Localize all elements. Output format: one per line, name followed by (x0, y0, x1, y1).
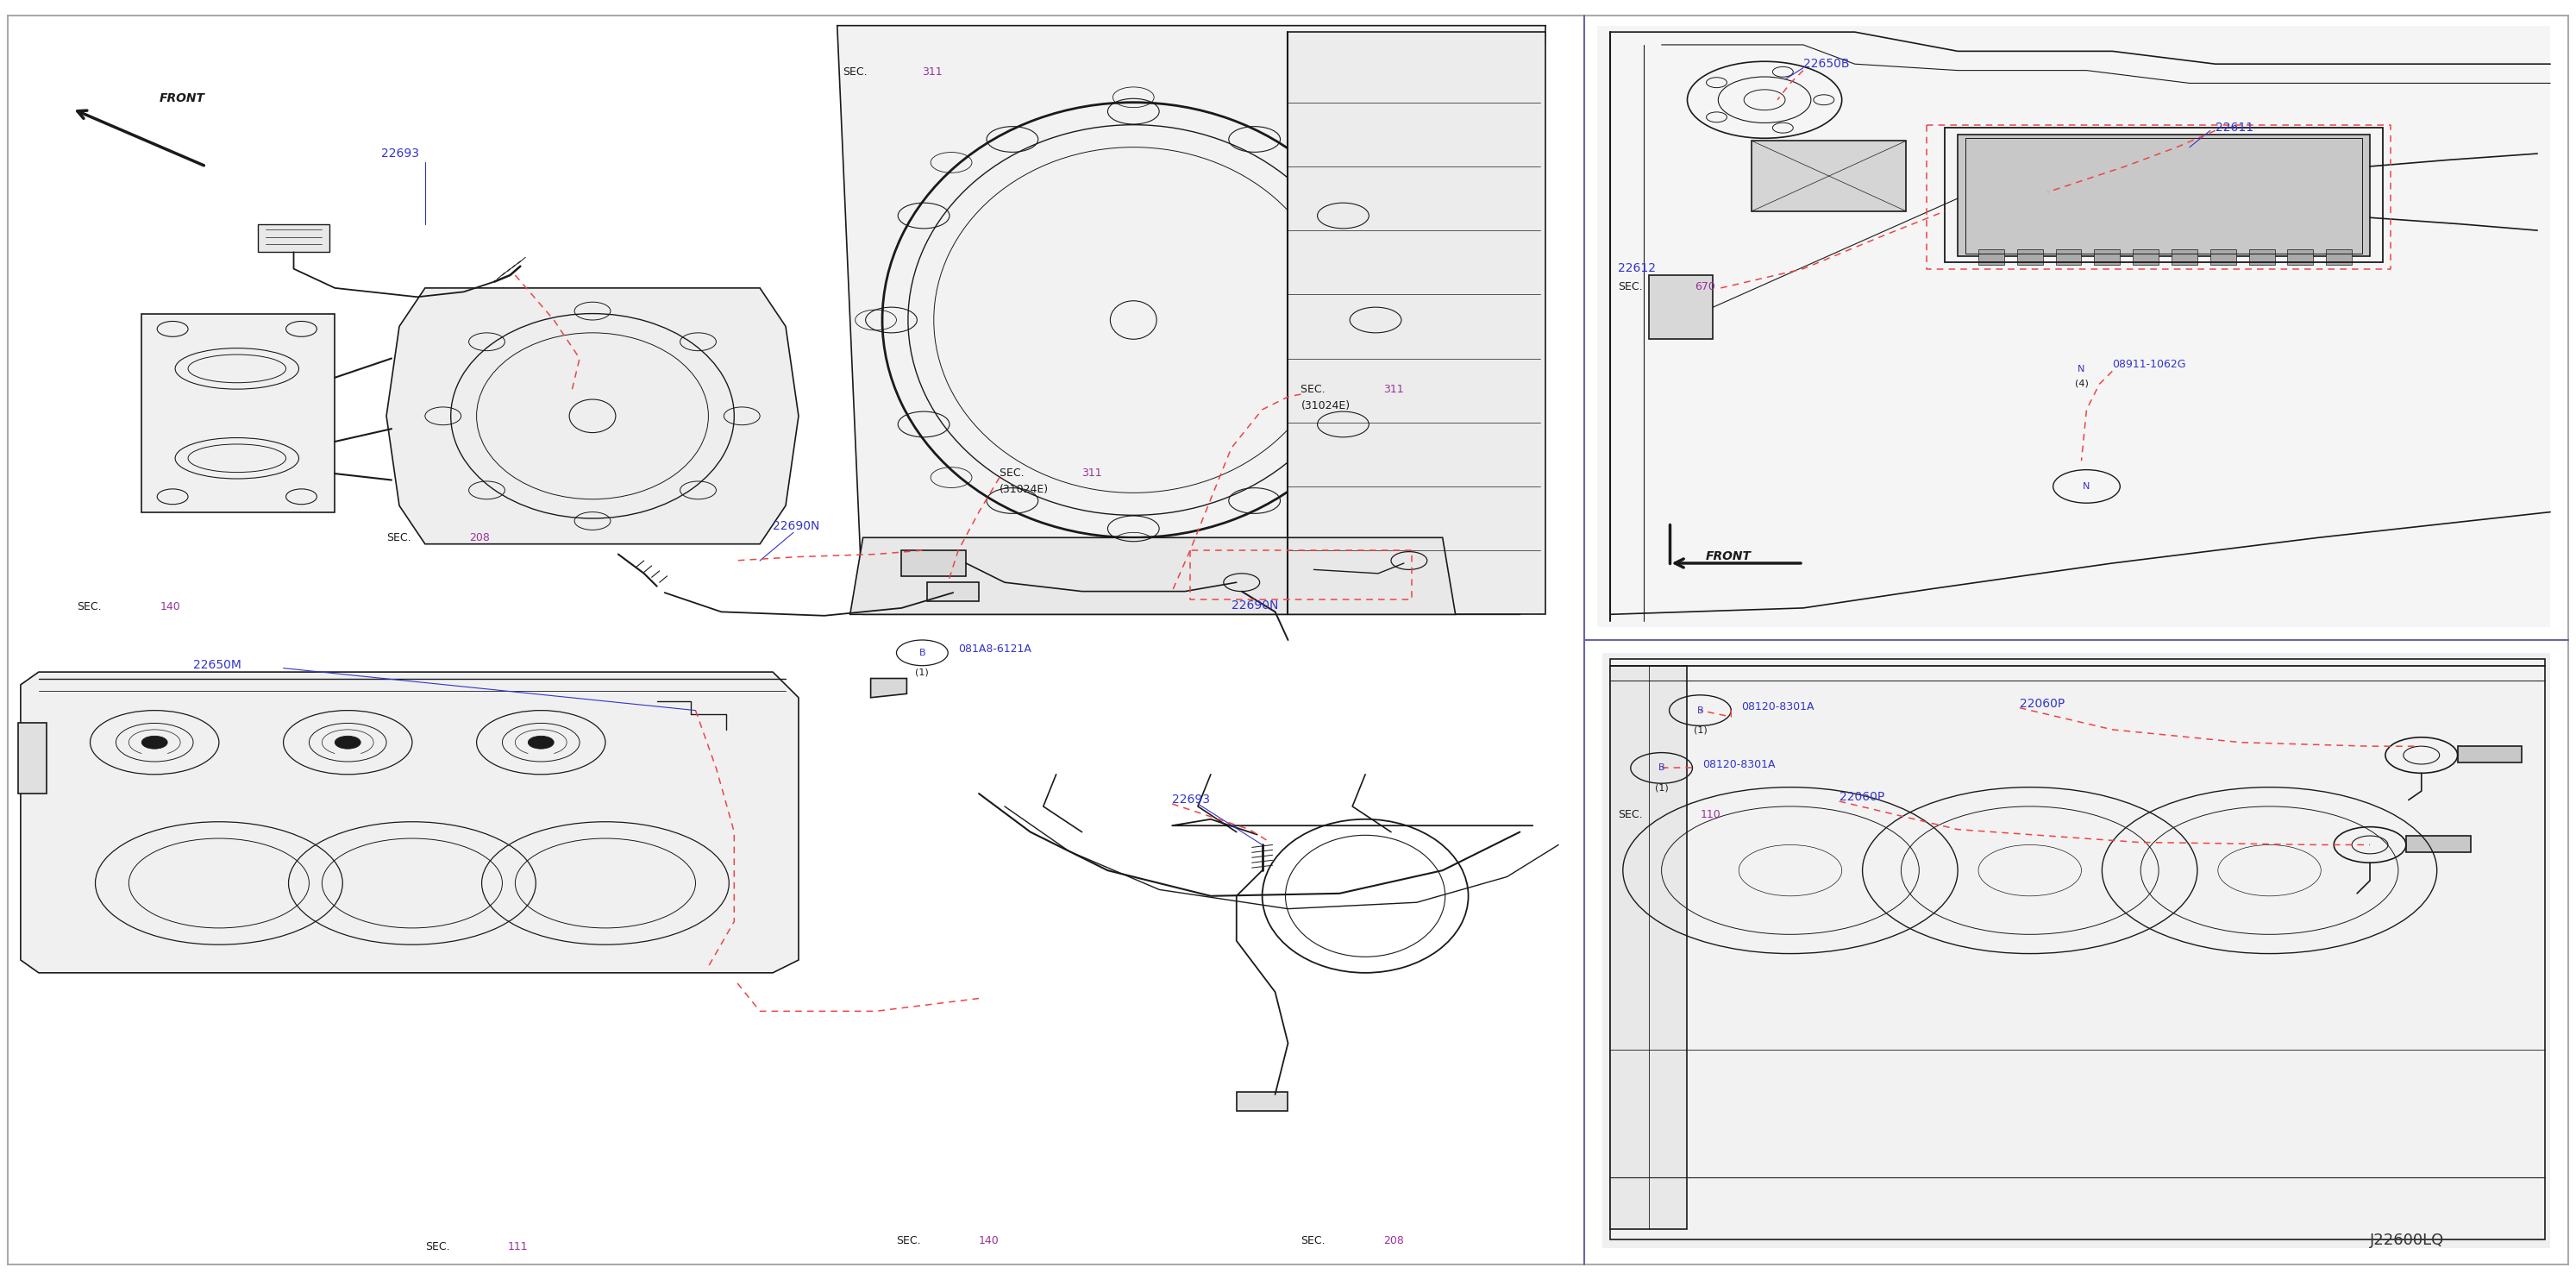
Bar (2094, 250, 2120, 265)
Text: 08120-8301A: 08120-8301A (1703, 759, 1775, 771)
Text: 311: 311 (1082, 467, 1103, 479)
Circle shape (142, 736, 167, 749)
Bar (2287, 250, 2313, 265)
Text: 311: 311 (1383, 384, 1404, 396)
Bar (1965, 138, 2362, 253)
Polygon shape (21, 672, 799, 973)
Bar (2172, 250, 2197, 265)
Text: 140: 140 (979, 1235, 999, 1247)
Text: 08120-8301A: 08120-8301A (1741, 701, 1814, 713)
Text: 22060P: 22060P (1839, 791, 1883, 803)
Text: 110: 110 (1700, 809, 1721, 820)
Bar (1978, 250, 2004, 265)
Text: SEC.: SEC. (77, 602, 103, 613)
Bar (2249, 250, 2275, 265)
Text: N: N (2079, 365, 2084, 374)
Text: SEC.: SEC. (842, 67, 868, 78)
Bar (2406, 836, 2470, 852)
Text: (31024E): (31024E) (1301, 401, 1350, 412)
Text: FRONT: FRONT (160, 92, 206, 104)
Bar (2458, 746, 2522, 763)
Text: 311: 311 (922, 67, 943, 78)
Polygon shape (1602, 653, 2550, 1248)
Bar (927, 582, 979, 602)
Polygon shape (1610, 659, 2545, 1239)
Bar (1945, 128, 2383, 262)
Text: (1): (1) (914, 668, 930, 677)
Polygon shape (1958, 134, 2370, 256)
Text: SEC.: SEC. (1618, 282, 1643, 293)
Text: N: N (2084, 483, 2089, 490)
Text: (4): (4) (2074, 379, 2089, 388)
Text: 670: 670 (1695, 282, 1716, 293)
Bar (258, 224, 330, 252)
Text: J22600LQ: J22600LQ (2370, 1233, 2445, 1248)
Text: B: B (1659, 764, 1664, 772)
Text: FRONT: FRONT (1705, 550, 1752, 562)
Text: 08911-1062G: 08911-1062G (2112, 358, 2187, 370)
Polygon shape (837, 26, 1546, 614)
Bar (2210, 250, 2236, 265)
Polygon shape (1288, 32, 1546, 614)
Text: 22690N: 22690N (1231, 599, 1278, 611)
Text: (1): (1) (1654, 783, 1669, 792)
Text: (1): (1) (1692, 726, 1708, 735)
Bar (1610, 666, 1687, 1229)
Text: SEC.: SEC. (1301, 1235, 1327, 1247)
Text: SEC.: SEC. (386, 532, 412, 544)
Circle shape (528, 736, 554, 749)
Polygon shape (850, 538, 1455, 614)
Text: 208: 208 (469, 532, 489, 544)
Bar (2017, 250, 2043, 265)
Text: 22693: 22693 (381, 147, 420, 159)
Text: SEC.: SEC. (896, 1235, 922, 1247)
Text: SEC.: SEC. (425, 1242, 451, 1253)
Text: SEC.: SEC. (999, 467, 1028, 479)
Text: 22611: 22611 (2215, 122, 2254, 133)
Polygon shape (142, 314, 335, 512)
Text: (31024E): (31024E) (999, 484, 1048, 495)
Bar (1649, 275, 1713, 339)
Text: SEC.: SEC. (1618, 809, 1643, 820)
Bar (948, 577, 999, 596)
Text: 22650B: 22650B (1803, 58, 1850, 69)
Text: 22693: 22693 (1172, 794, 1211, 805)
Bar (1236, 1092, 1288, 1111)
Text: 140: 140 (160, 602, 180, 613)
Text: 22650M: 22650M (193, 659, 242, 671)
Polygon shape (871, 678, 907, 698)
Text: 22060P: 22060P (2020, 698, 2063, 709)
Polygon shape (1752, 141, 1906, 211)
Text: B: B (920, 649, 925, 657)
Bar (2056, 250, 2081, 265)
Bar (902, 550, 966, 576)
Text: SEC.: SEC. (1301, 384, 1329, 396)
Polygon shape (1597, 26, 2550, 627)
Bar (2326, 250, 2352, 265)
Text: 111: 111 (507, 1242, 528, 1253)
Polygon shape (18, 723, 46, 794)
Text: B: B (1698, 707, 1703, 714)
Circle shape (335, 736, 361, 749)
Polygon shape (386, 288, 799, 544)
Text: 208: 208 (1383, 1235, 1404, 1247)
Text: 081A8-6121A: 081A8-6121A (958, 644, 1030, 655)
Text: 22612: 22612 (1618, 262, 1656, 274)
Bar (2133, 250, 2159, 265)
Text: 22690N: 22690N (773, 520, 819, 531)
